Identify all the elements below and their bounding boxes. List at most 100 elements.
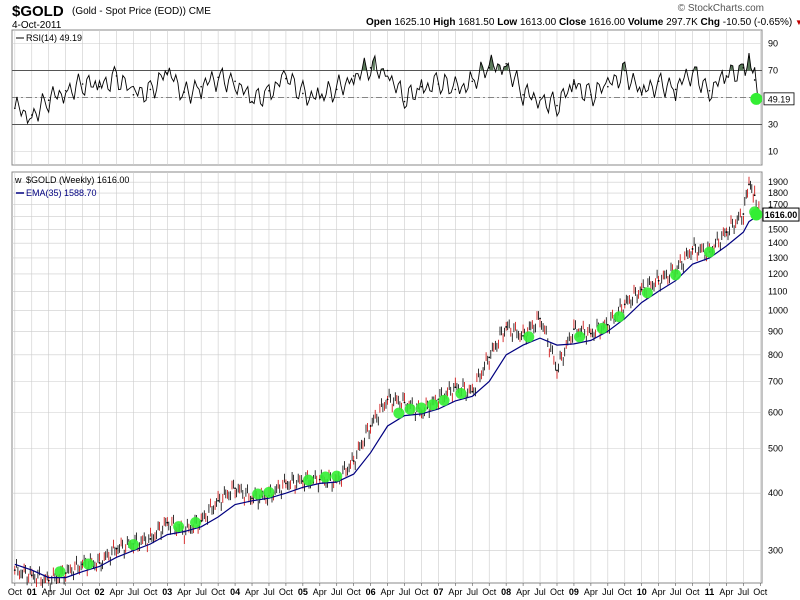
x-tick-label: Oct [347, 587, 362, 597]
signal-marker [54, 566, 66, 578]
price-close-point [13, 569, 16, 572]
signal-marker [263, 486, 275, 498]
price-last-marker [750, 208, 763, 221]
rsi-point [369, 67, 372, 69]
price-close-point [471, 390, 474, 393]
x-tick-label: Jul [738, 587, 750, 597]
price-close-point [318, 478, 321, 481]
price-close-point [556, 369, 558, 372]
x-tick-label: Apr [584, 587, 598, 597]
volume-label: Volume [627, 17, 664, 28]
price-close-point [98, 562, 101, 564]
rsi-point [454, 88, 457, 91]
instrument-description: (Gold - Spot Price (EOD)) [72, 6, 186, 17]
rsi-last-value-box: 49.19 [763, 92, 795, 106]
x-tick-label: Oct [550, 587, 565, 597]
rsi-point [268, 89, 270, 92]
price-close-point [573, 328, 575, 331]
price-close-point [217, 499, 220, 502]
price-close-point [403, 401, 406, 404]
price-close-point [352, 460, 355, 462]
signal-marker [427, 399, 439, 411]
open-label: Open [366, 17, 392, 28]
rsi-point [607, 85, 609, 88]
rsi-line [14, 52, 761, 125]
price-close-point [369, 425, 372, 427]
chart-date: 4-Oct-2011 [12, 20, 62, 31]
rsi-overbought-fill [362, 57, 367, 71]
rsi-point [437, 83, 440, 85]
price-tick-label: 1500 [768, 224, 788, 234]
price-tick-label: 1900 [768, 177, 788, 187]
x-tick-label: Oct [482, 587, 497, 597]
signal-marker [438, 394, 450, 406]
x-tick-label: 01 [27, 587, 37, 597]
x-tick-label: Apr [245, 587, 259, 597]
x-tick-label: Jul [128, 587, 140, 597]
price-close-point [149, 538, 152, 540]
price-tick-label: 300 [768, 546, 783, 556]
x-tick-label: Jul [467, 587, 479, 597]
signal-marker [173, 521, 185, 533]
price-close-point [115, 547, 118, 550]
x-tick-label: 09 [569, 587, 579, 597]
rsi-point [149, 88, 152, 91]
price-close-point [285, 482, 287, 485]
rsi-point [742, 67, 745, 69]
down-arrow-icon: ▼ [795, 18, 800, 27]
signal-marker [319, 471, 331, 483]
rsi-point [403, 100, 406, 103]
chg-label: Chg [700, 17, 720, 28]
rsi-overbought-fill [497, 63, 500, 71]
signal-marker [331, 470, 343, 482]
signal-marker [703, 246, 715, 258]
price-close-point [488, 356, 491, 359]
rsi-point [183, 91, 186, 93]
x-tick-label: Jul [331, 587, 343, 597]
price-tick-label: 400 [768, 488, 783, 498]
price-close-point [748, 183, 750, 186]
price-panel: 1616.00 w $GOLD (Weekly) 1616.00 EMA(35) 15… [13, 175, 800, 593]
rsi-point [471, 80, 474, 83]
stockcharts-watermark: © StockCharts.com [677, 3, 764, 14]
signal-marker [641, 287, 653, 299]
rsi-point [708, 89, 711, 92]
price-legend-title: $GOLD (Weekly) 1616.00 [26, 175, 129, 185]
x-tick-label: Apr [313, 587, 327, 597]
rsi-point [335, 88, 338, 91]
rsi-point [285, 77, 287, 80]
rsi-panel: 49.19 RSI(14) 49.19 [14, 33, 795, 125]
price-close-point [251, 497, 253, 500]
low-value: 1613.00 [520, 17, 557, 28]
rsi-overbought-fill [622, 62, 625, 71]
x-tick-label: 10 [637, 587, 647, 597]
quote-summary: Open 1625.10 High 1681.50 Low 1613.00 Cl… [366, 17, 800, 28]
price-close-point [606, 323, 609, 326]
rsi-point [132, 94, 135, 96]
price-tick-label: 900 [768, 326, 783, 336]
rsi-point [573, 83, 575, 85]
signal-marker [670, 269, 682, 281]
rsi-point [522, 94, 524, 96]
x-tick-label: Apr [652, 587, 666, 597]
x-tick-label: Apr [109, 587, 123, 597]
rsi-point [318, 96, 321, 99]
x-tick-label: Oct [414, 587, 429, 597]
rsi-overbought-fill [489, 54, 494, 71]
rsi-point [674, 88, 677, 91]
price-close-point [234, 487, 236, 490]
rsi-tick-label: 30 [768, 120, 778, 130]
price-tick-label: 1800 [768, 188, 788, 198]
signal-marker [455, 387, 467, 399]
chart-symbol: $GOLD [12, 3, 64, 20]
price-close-point [30, 574, 33, 577]
rsi-point [302, 92, 304, 95]
rsi-point [98, 85, 101, 88]
rsi-overbought-fill [694, 66, 697, 71]
rsi-point [657, 80, 660, 83]
x-tick-label: Jul [670, 587, 682, 597]
price-frame [11, 171, 763, 584]
x-tick-label: Oct [143, 587, 158, 597]
x-tick-label: 06 [366, 587, 376, 597]
